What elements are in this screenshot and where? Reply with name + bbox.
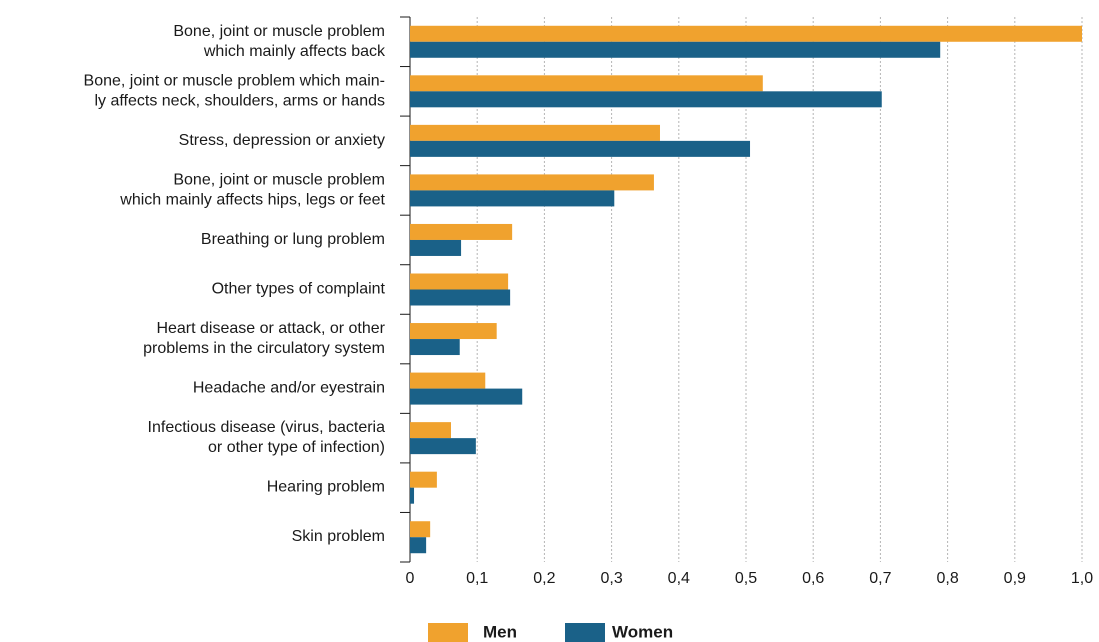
y-tick-label: Infectious disease (virus, bacteria or ot…	[148, 419, 386, 456]
label-line: Heart disease or attack, or other	[156, 320, 385, 337]
y-tick-label: Skin problem	[292, 528, 385, 545]
label-line: Headache and/or eyestrain	[193, 380, 385, 397]
bar	[410, 174, 654, 191]
bar	[410, 487, 415, 504]
bar	[410, 388, 523, 405]
legend-swatch	[565, 623, 605, 642]
legend-label: Men	[483, 622, 517, 641]
bar	[410, 289, 511, 306]
y-tick-label: Breathing or lung problem	[201, 231, 385, 248]
bar	[410, 41, 941, 58]
label-line: Skin problem	[292, 528, 385, 545]
y-tick-label: Hearing problem	[267, 479, 385, 496]
x-tick-label: 0,2	[533, 570, 555, 587]
bar	[410, 75, 763, 92]
bar	[410, 471, 437, 488]
bar	[410, 140, 751, 157]
label-line: which mainly affects hips, legs or feet	[119, 192, 385, 209]
y-tick-label: Bone, joint or muscle problem which main…	[84, 73, 385, 110]
label-line: Breathing or lung problem	[201, 231, 385, 248]
x-tick-label: 0,3	[600, 570, 622, 587]
y-tick-label: Bone, joint or muscle problem which mainl…	[173, 23, 386, 60]
y-tick-label: Other types of complaint	[212, 281, 386, 298]
y-tick-label: Bone, joint or muscle problem which mainl…	[119, 172, 385, 209]
label-line: which mainly affects back	[203, 43, 386, 60]
label-line: or other type of infection)	[208, 439, 385, 456]
legend-label: Women	[612, 622, 673, 641]
y-tick-label: Headache and/or eyestrain	[193, 380, 385, 397]
label-line: ly affects neck, shoulders, arms or hand…	[94, 93, 385, 110]
label-line: Stress, depression or anxiety	[179, 132, 385, 149]
bar	[410, 537, 427, 554]
label-line: Infectious disease (virus, bacteria	[148, 419, 386, 436]
bar	[410, 339, 460, 356]
label-line: Bone, joint or muscle problem	[173, 172, 385, 189]
legend-swatch	[428, 623, 468, 642]
label-line: Bone, joint or muscle problem	[173, 23, 385, 40]
bar	[410, 372, 486, 389]
bar	[410, 239, 462, 256]
x-tick-label: 0,7	[869, 570, 891, 587]
label-line: Other types of complaint	[212, 281, 386, 298]
label-line: problems in the circulatory system	[143, 340, 385, 357]
bar	[410, 323, 497, 340]
bar	[410, 91, 882, 108]
bar	[410, 521, 431, 538]
label-line: Bone, joint or muscle problem which main…	[84, 73, 385, 90]
x-tick-label: 0,5	[735, 570, 757, 587]
x-tick-label: 0,8	[936, 570, 958, 587]
x-tick-label: 0,4	[668, 570, 690, 587]
x-tick-label: 0,6	[802, 570, 824, 587]
bar	[410, 25, 1082, 42]
bar	[410, 223, 513, 240]
x-tick-label: 0,1	[466, 570, 488, 587]
bar	[410, 124, 660, 141]
y-tick-label: Heart disease or attack, or other problem…	[143, 320, 386, 357]
bar	[410, 273, 509, 290]
label-line: Hearing problem	[267, 479, 385, 496]
bar	[410, 190, 615, 207]
bar	[410, 422, 451, 439]
x-tick-label: 1,0	[1071, 570, 1093, 587]
bar	[410, 438, 476, 455]
x-tick-label: 0,9	[1004, 570, 1026, 587]
y-tick-label: Stress, depression or anxiety	[179, 132, 385, 149]
x-tick-label: 0	[406, 570, 415, 587]
